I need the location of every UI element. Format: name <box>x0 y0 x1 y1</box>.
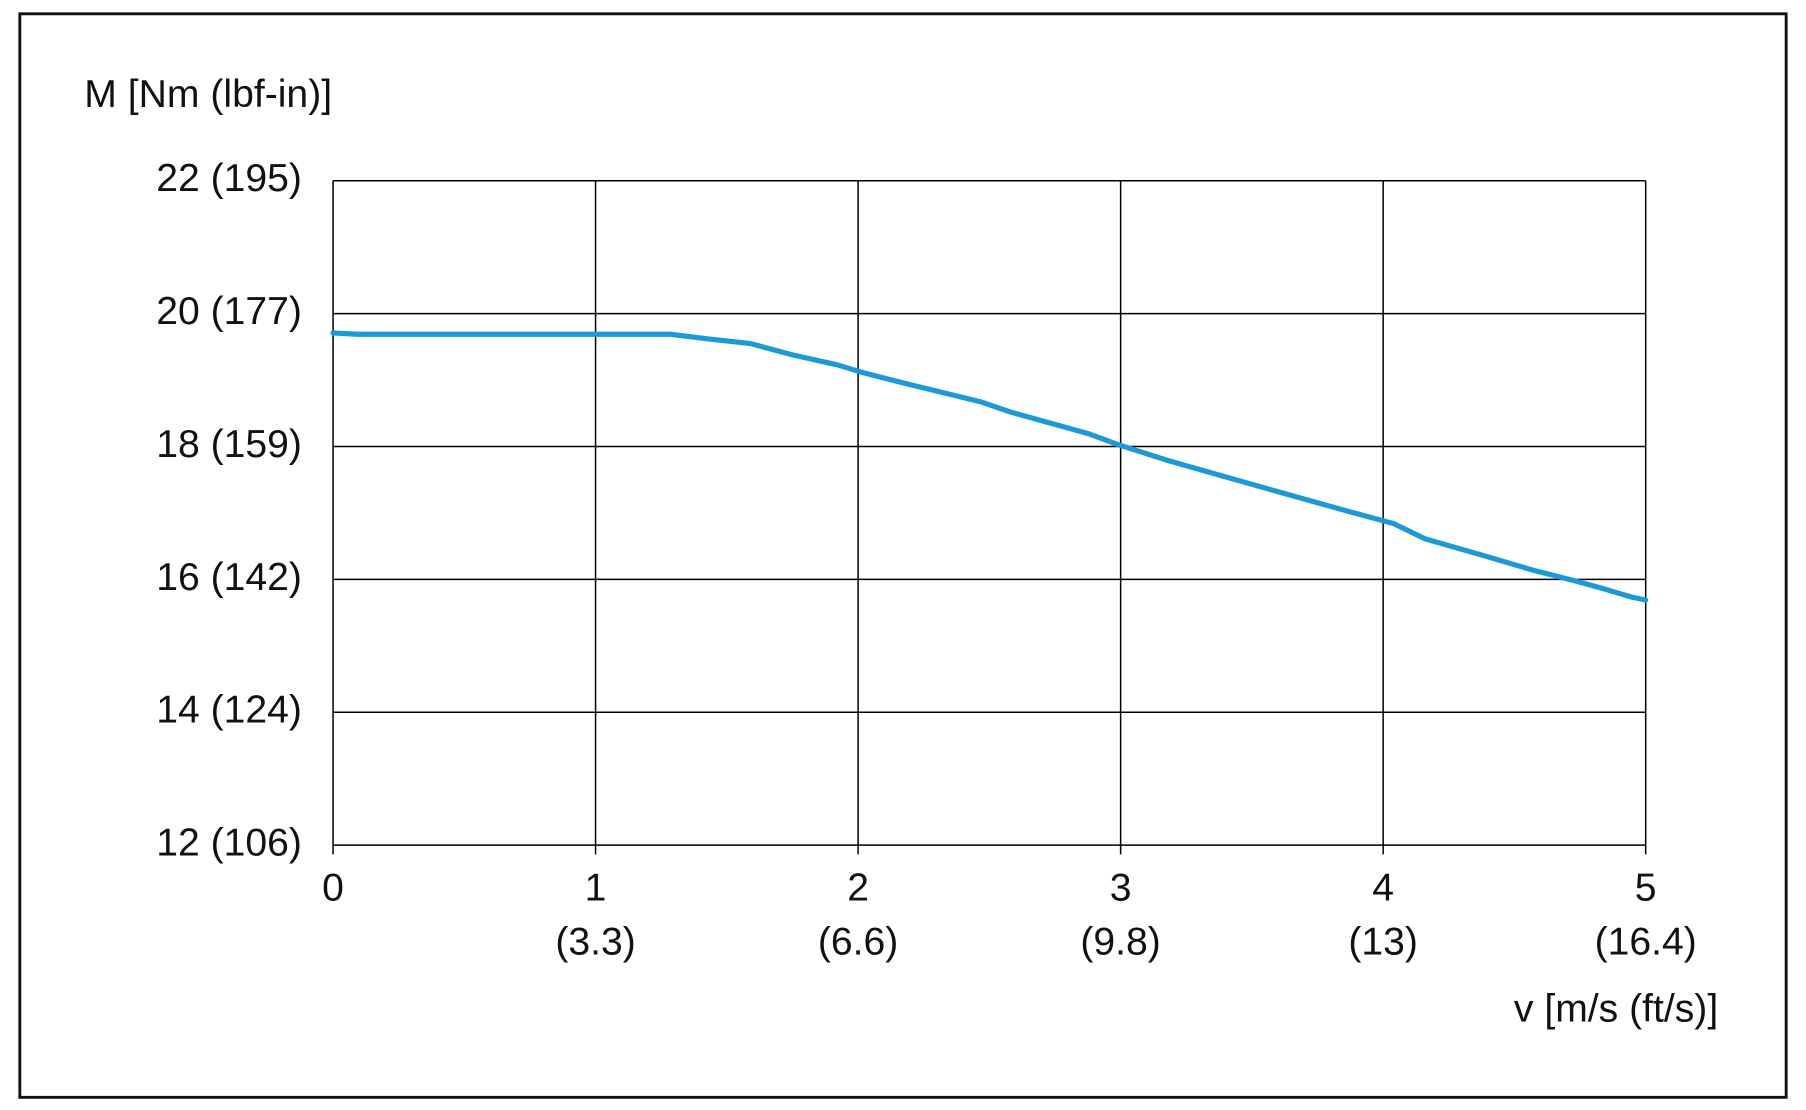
y-tick-label: 16 (142) <box>156 556 302 599</box>
x-tick-secondary-label: (13) <box>1348 921 1418 964</box>
x-tick-secondary-label: (3.3) <box>555 921 635 964</box>
x-tick-label: 5 <box>1635 866 1657 909</box>
y-tick-label: 22 (195) <box>156 157 302 200</box>
y-tick-label: 14 (124) <box>156 689 302 732</box>
y-tick-label: 18 (159) <box>156 423 302 466</box>
x-tick-secondary-label: (16.4) <box>1595 921 1697 964</box>
x-tick-label: 3 <box>1110 866 1132 909</box>
y-axis-title: M [Nm (lbf-in)] <box>84 73 332 116</box>
x-axis-title: v [m/s (ft/s)] <box>1514 987 1718 1030</box>
x-tick-label: 2 <box>847 866 869 909</box>
x-tick-secondary-label: (6.6) <box>818 921 898 964</box>
y-tick-label: 20 (177) <box>156 290 302 333</box>
data-line <box>330 330 1649 603</box>
x-tick-label: 0 <box>322 866 344 909</box>
x-tick-secondary-label: (9.8) <box>1080 921 1160 964</box>
x-tick-label: 1 <box>585 866 607 909</box>
y-tick-label: 12 (106) <box>156 822 302 865</box>
x-tick-label: 4 <box>1372 866 1394 909</box>
